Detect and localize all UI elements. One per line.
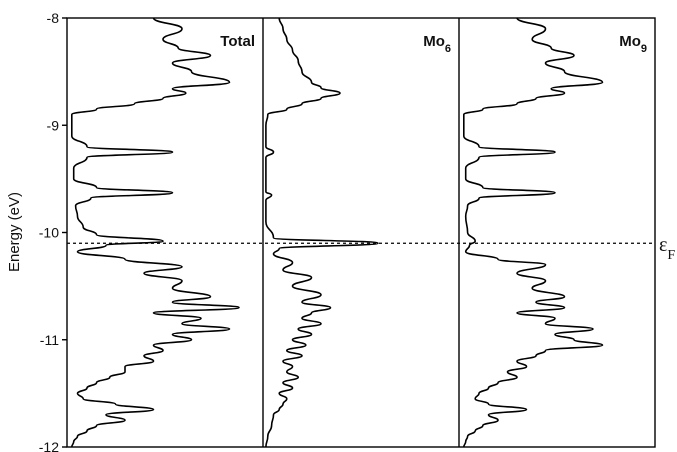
dos-series-3	[462, 17, 604, 448]
dos-series-1	[71, 17, 240, 448]
plot-frame	[66, 17, 656, 448]
y-tick-label: -11	[40, 332, 59, 348]
panel-title-1: Total	[220, 33, 255, 50]
y-axis-label: Energy (eV)	[6, 192, 23, 272]
fermi-level-label: εF	[659, 234, 675, 263]
panel-title-3: Mo9	[619, 33, 647, 55]
y-tick-label: -12	[39, 439, 59, 452]
panel-frames	[66, 17, 656, 448]
panel-titles: Total Mo6 Mo9	[220, 33, 647, 55]
y-tick-label: -8	[47, 10, 60, 26]
panel-title-2: Mo6	[423, 33, 451, 55]
dos-curves	[71, 17, 604, 448]
y-tick-label: -9	[47, 117, 60, 133]
fermi-level: εF	[67, 234, 675, 263]
dos-series-2	[265, 17, 379, 448]
y-tick-label: -10	[39, 225, 59, 241]
y-axis: -8 -9 -10 -11 -12	[39, 10, 67, 452]
